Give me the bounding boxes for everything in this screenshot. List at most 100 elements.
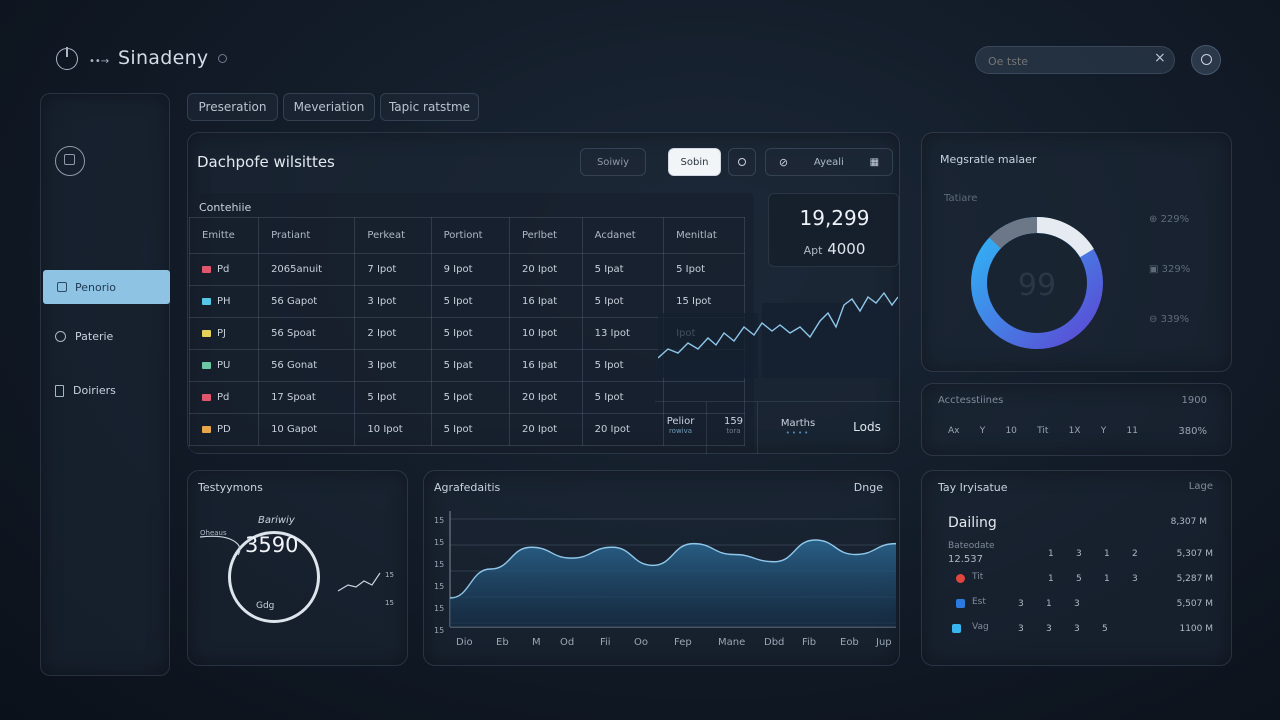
- trend-bg-left: [658, 313, 758, 378]
- top-row-value: 5,307 M: [1176, 549, 1213, 559]
- table-cell-text: 20 Ipot: [521, 392, 558, 403]
- table-cell-text: 20 Ipot: [594, 424, 630, 435]
- link-icon: ⊘: [778, 155, 789, 169]
- table-cell-text: 5 Ipat: [594, 264, 624, 275]
- table-header[interactable]: Perlbet: [508, 217, 583, 254]
- tab-tapic-ratstme[interactable]: Tapic ratstme: [380, 93, 479, 121]
- table-header[interactable]: Emitte: [188, 217, 260, 254]
- table-cell-text: 2065anuit: [271, 264, 323, 275]
- table-cell: 10 Ipot: [354, 413, 432, 446]
- top-list-row[interactable]: Bateodate 12.537 1 3 1 2 5,307 M: [948, 541, 1213, 566]
- legend-marker-icon: ⊕: [1149, 214, 1161, 225]
- data-table: Emitte Pratiant Perkeat Portiont Perlbet Acda…: [188, 217, 745, 446]
- area-chart: 15 15 15 15 15 15 Dio Eb M Od Fii Oo Fep Mane Dbd Fib Eo…: [434, 511, 897, 648]
- table-cell-text: 56 Gapot: [271, 296, 318, 307]
- top-list-row[interactable]: Est 3 1 3 5,507 M: [948, 591, 1213, 616]
- table-cell: 5 Ipot: [663, 253, 745, 286]
- search-bar[interactable]: ×: [975, 46, 1175, 74]
- table-cell: 10 Ipot: [508, 317, 583, 350]
- tab-preseration[interactable]: Preseration: [187, 93, 278, 121]
- sidebar-item-label: Penorio: [75, 280, 117, 294]
- top-list-panel: Tay Iryisatue Lage Dailing 8,307 M Bateo…: [921, 470, 1232, 666]
- legend-item-1: ⊕ 229%: [1149, 214, 1190, 225]
- table-cell-text: 5 Ipot: [367, 392, 397, 403]
- table-cell-text: 10 Ipot: [521, 328, 558, 339]
- primary-button[interactable]: Sobin: [668, 148, 721, 176]
- filter-button[interactable]: Soiwiy: [580, 148, 646, 176]
- table-cell-text: Pd: [217, 264, 230, 275]
- top-row-col: 3: [1018, 624, 1024, 634]
- flag-icon: [202, 265, 211, 273]
- donut-panel: Megsratle malaer Tatiare 99 ⊕ 229% ▣ 329…: [921, 132, 1232, 372]
- table-cell: 20 Ipot: [508, 381, 583, 414]
- toolbar-group[interactable]: ⊘ Ayeali ▦: [765, 148, 893, 176]
- top-row-label: Vag: [972, 622, 989, 632]
- y-tick-label: 15: [434, 582, 444, 591]
- top-list-row[interactable]: Tit 1 5 1 3 5,287 M: [948, 566, 1213, 591]
- search-button[interactable]: [728, 148, 756, 176]
- table-row[interactable]: Pd 17 Spoat 5 Ipot 5 Ipot 20 Ipot 5 Ipot: [188, 381, 745, 414]
- x-tick-label: Jup: [875, 637, 892, 648]
- y-tick-label: 15: [434, 604, 444, 613]
- top-heading: Dailing: [948, 515, 997, 531]
- table-cell: 20 Ipot: [581, 413, 665, 446]
- table-cell-text: 7 Ipot: [367, 264, 397, 275]
- table-cell: 15 Ipot: [663, 285, 745, 318]
- top-list-row[interactable]: Vag 3 3 3 5 1100 M: [948, 616, 1213, 641]
- gauge-label: Bariwiy: [258, 515, 295, 526]
- mini-stat-dots: ••••: [785, 429, 811, 437]
- settings-small-icon[interactable]: [218, 54, 227, 63]
- top-row-col: 3: [1132, 574, 1138, 584]
- table-cell: [663, 413, 745, 446]
- sidebar-item-doiriers[interactable]: Doiriers: [55, 384, 116, 397]
- profile-button[interactable]: [1191, 45, 1221, 75]
- table-cell-text: 17 Spoat: [271, 392, 316, 403]
- table-cell: 56 Gonat: [258, 349, 356, 382]
- top-rows: Bateodate 12.537 1 3 1 2 5,307 M Tit 1 5 1 3 5,287 M…: [948, 541, 1213, 641]
- x-tick-label: Fib: [802, 637, 816, 648]
- table-cell: Pd: [188, 381, 260, 414]
- legend-marker-icon: ▣: [1149, 264, 1162, 275]
- acc-item: Tit: [1037, 426, 1049, 436]
- grid-icon: ▦: [869, 156, 880, 168]
- search-input[interactable]: [988, 51, 1138, 71]
- table-cell-text: 56 Gonat: [271, 360, 318, 371]
- table-cell: 5 Ipot: [581, 349, 665, 382]
- top-title: Tay Iryisatue: [938, 481, 1008, 494]
- mini-stat-label: Lods: [853, 420, 881, 434]
- flag-icon: [202, 361, 211, 369]
- legend-item-3: ⊖ 339%: [1149, 314, 1190, 325]
- mini-stat-label: Marths: [780, 418, 816, 429]
- table-cell: 20 Ipot: [508, 413, 583, 446]
- gauge-bottom-label: Gdg: [256, 601, 275, 611]
- table-row[interactable]: PH 56 Gapot 3 Ipot 5 Ipot 16 Ipat 5 Ipot 15 Ip…: [188, 285, 745, 318]
- donut-legend: ⊕ 229% ▣ 329% ⊖ 339%: [1149, 207, 1190, 332]
- row-marker-icon: [956, 599, 965, 608]
- table-row[interactable]: Pd 2065anuit 7 Ipot 9 Ipot 20 Ipot 5 Ipat 5 Ip…: [188, 253, 745, 286]
- table-cell-text: 15 Ipot: [676, 296, 712, 307]
- legend-marker-icon: ⊖: [1149, 314, 1161, 325]
- table-row[interactable]: PD 10 Gapot 10 Ipot 5 Ipot 20 Ipot 20 Ipot: [188, 413, 745, 446]
- table-cell: 13 Ipot: [581, 317, 665, 350]
- table-header[interactable]: Portiont: [430, 217, 510, 254]
- donut-subtitle: Tatiare: [944, 193, 978, 204]
- power-icon[interactable]: [56, 47, 78, 70]
- table-cell: 9 Ipot: [430, 253, 510, 286]
- tab-meveriation[interactable]: Meveriation: [283, 93, 375, 121]
- acc-items: Ax Y 10 Tit 1X Y 11: [948, 426, 1138, 436]
- search-icon: [738, 158, 746, 166]
- table-header[interactable]: Perkeat: [354, 217, 432, 254]
- table-header[interactable]: Pratiant: [258, 217, 356, 254]
- close-icon[interactable]: ×: [1154, 50, 1166, 66]
- sidebar-item-penorio[interactable]: Penorio: [43, 270, 170, 304]
- table-header[interactable]: Acdanet: [581, 217, 665, 254]
- table-header[interactable]: Menitlat: [663, 217, 745, 254]
- testy-sparkline-line: [337, 572, 381, 592]
- sidebar-item-paterie[interactable]: Paterie: [55, 330, 113, 343]
- top-row-col: 3: [1074, 599, 1080, 609]
- legend-item-2: ▣ 329%: [1149, 264, 1191, 275]
- home-icon[interactable]: [55, 146, 85, 176]
- app-title: Sinadeny: [118, 47, 209, 69]
- testy-title: Testyymons: [198, 481, 263, 494]
